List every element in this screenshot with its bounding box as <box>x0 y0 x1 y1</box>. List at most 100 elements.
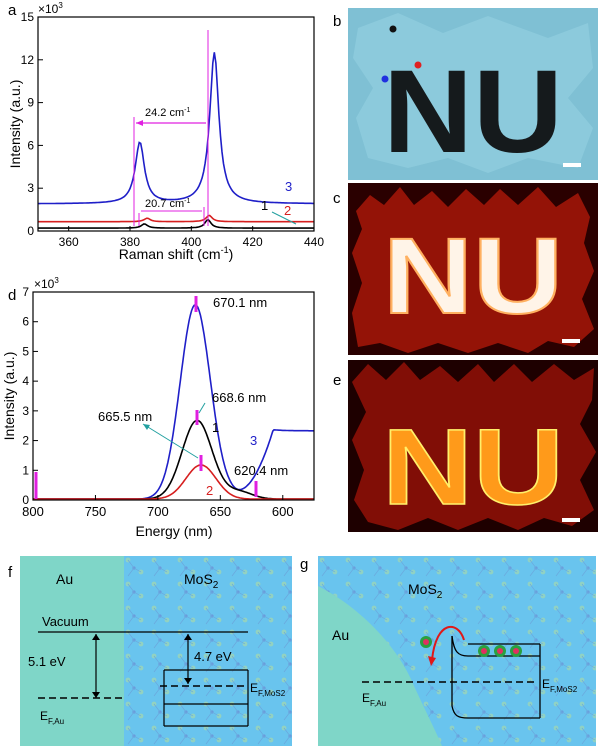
electron-core <box>497 648 503 654</box>
conduction-band-bent <box>451 635 540 657</box>
ef-mos2-label: EF,MoS2 <box>250 681 286 698</box>
raman-annotation-20: 20.7 cm-1 <box>145 198 190 210</box>
au-region <box>318 586 442 746</box>
pl-intensity-map: NU <box>348 360 598 532</box>
pl-pointer-665 <box>142 423 199 459</box>
au-workfunction: 5.1 eV <box>28 654 66 669</box>
pl-annotation-670: 670.1 nm <box>213 295 267 310</box>
raman-x-tick-label: 400 <box>181 235 201 249</box>
arrowhead <box>92 692 100 698</box>
panel-label-c: c <box>333 190 341 207</box>
panel-label-f: f <box>8 564 13 581</box>
raman-series-3 <box>38 52 314 205</box>
pl-y-tick-label: 6 <box>22 315 29 329</box>
raman-y-tick-label: 6 <box>27 138 34 152</box>
raman-plot-frame <box>37 16 315 232</box>
scale-bar <box>563 163 581 167</box>
optical-micrograph: NU <box>348 8 598 180</box>
arrowhead <box>184 678 192 684</box>
panel-label-d: d <box>8 287 17 304</box>
nu-letters-map: NU <box>383 215 563 336</box>
vacuum-label: Vacuum <box>42 614 89 629</box>
pl-series-2 <box>33 464 314 500</box>
nu-letters: NU <box>383 46 563 178</box>
pl-pointer-668 <box>198 402 206 414</box>
mos2-film-region <box>353 13 593 173</box>
pl-chart: 800 750 700 650 600 0 1 2 3 4 5 6 7 ×103 Intensity (… <box>1 276 315 539</box>
mos2-label: MoS2 <box>184 571 219 591</box>
ef-mos2-label: EF,MoS2 <box>542 677 578 694</box>
raman-series-label-2: 2 <box>284 203 291 218</box>
marker-dot-blue <box>381 75 389 83</box>
raman-x-tick-label: 380 <box>120 235 140 249</box>
raman-x-tick-label: 360 <box>59 235 79 249</box>
scale-bar <box>562 339 580 343</box>
scale-bar <box>562 518 580 522</box>
band-diagram-g: Au MoS2 EF,Au EF,MoS2 <box>318 556 596 746</box>
nu-letters-map: NU <box>382 406 564 527</box>
pl-x-tick-label: 600 <box>272 504 294 519</box>
raman-annotation-24: 24.2 cm-1 <box>145 107 190 119</box>
pl-series-label-1: 1 <box>212 420 219 435</box>
pl-y-tick-label: 5 <box>22 344 29 358</box>
raman-series-label-1: 1 <box>261 198 268 213</box>
raman-intensity-map: NU <box>348 183 598 355</box>
pl-pointer-head <box>143 424 150 430</box>
raman-y-tick-label: 0 <box>27 224 34 238</box>
pl-y-tick-label: 1 <box>22 463 29 477</box>
mos2-workfunction: 4.7 eV <box>194 649 232 664</box>
raman-y-tick-label: 12 <box>21 53 35 67</box>
pl-y-tick-label: 3 <box>22 404 29 418</box>
mos2-label: MoS2 <box>408 581 443 601</box>
raman-yscale: ×103 <box>38 1 63 16</box>
pl-annotation-668: 668.6 nm <box>212 390 266 405</box>
raman-xlabel: Raman shift (cm-1) <box>119 245 234 262</box>
panel-label-a: a <box>8 2 17 19</box>
pl-x-tick-label: 700 <box>147 504 169 519</box>
pl-annotation-620: 620.4 nm <box>234 463 288 478</box>
marker-dot-black <box>389 25 397 33</box>
pl-x-tick-label: 800 <box>22 504 44 519</box>
raman-shift-arrowhead <box>136 120 143 126</box>
raman-y-tick-label: 9 <box>27 96 34 110</box>
pl-y-tick-label: 4 <box>22 374 29 388</box>
ef-au-label: EF,Au <box>40 709 64 726</box>
au-label: Au <box>56 571 73 587</box>
raman-label-pointer <box>271 211 297 225</box>
transfer-arrow <box>431 625 465 661</box>
pl-x-tick-label: 750 <box>85 504 107 519</box>
band-diagram-f: Au MoS2 Vacuum 5.1 eV EF,Au 4.7 eV EF,Mo… <box>20 556 292 746</box>
raman-series-label-3: 3 <box>285 179 292 194</box>
au-label: Au <box>332 627 349 643</box>
mos2-lattice <box>124 556 292 746</box>
pl-xlabel: Energy (nm) <box>135 523 212 539</box>
arrowhead <box>92 634 100 640</box>
pl-plot-frame <box>32 291 315 501</box>
transfer-arrowhead <box>428 656 436 666</box>
ef-au-label: EF,Au <box>362 691 386 708</box>
electron-core <box>513 648 519 654</box>
pl-y-tick-label: 7 <box>22 285 29 299</box>
arrowhead <box>184 634 192 640</box>
electron-core <box>481 648 487 654</box>
pl-y-tick-label: 0 <box>22 493 29 507</box>
panel-label-e: e <box>333 372 342 389</box>
mos2-film-map <box>352 362 596 530</box>
pl-series-label-2: 2 <box>206 483 213 498</box>
raman-y-tick-label: 15 <box>21 10 35 24</box>
electron-core <box>423 639 429 645</box>
pl-y-tick-label: 2 <box>22 434 29 448</box>
mos2-film-map <box>352 187 594 353</box>
pl-series-label-3: 3 <box>250 433 257 448</box>
raman-series-1 <box>38 218 314 229</box>
raman-ylabel: Intensity (a.u.) <box>7 80 23 169</box>
pl-annotation-665: 665.5 nm <box>98 409 152 424</box>
marker-dot-red <box>414 61 422 69</box>
panel-label-g: g <box>300 556 309 573</box>
au-region <box>20 556 124 746</box>
pl-x-tick-label: 650 <box>209 504 231 519</box>
pl-yscale: ×103 <box>34 276 59 291</box>
raman-y-tick-label: 3 <box>27 181 34 195</box>
raman-x-tick-label: 420 <box>243 235 263 249</box>
